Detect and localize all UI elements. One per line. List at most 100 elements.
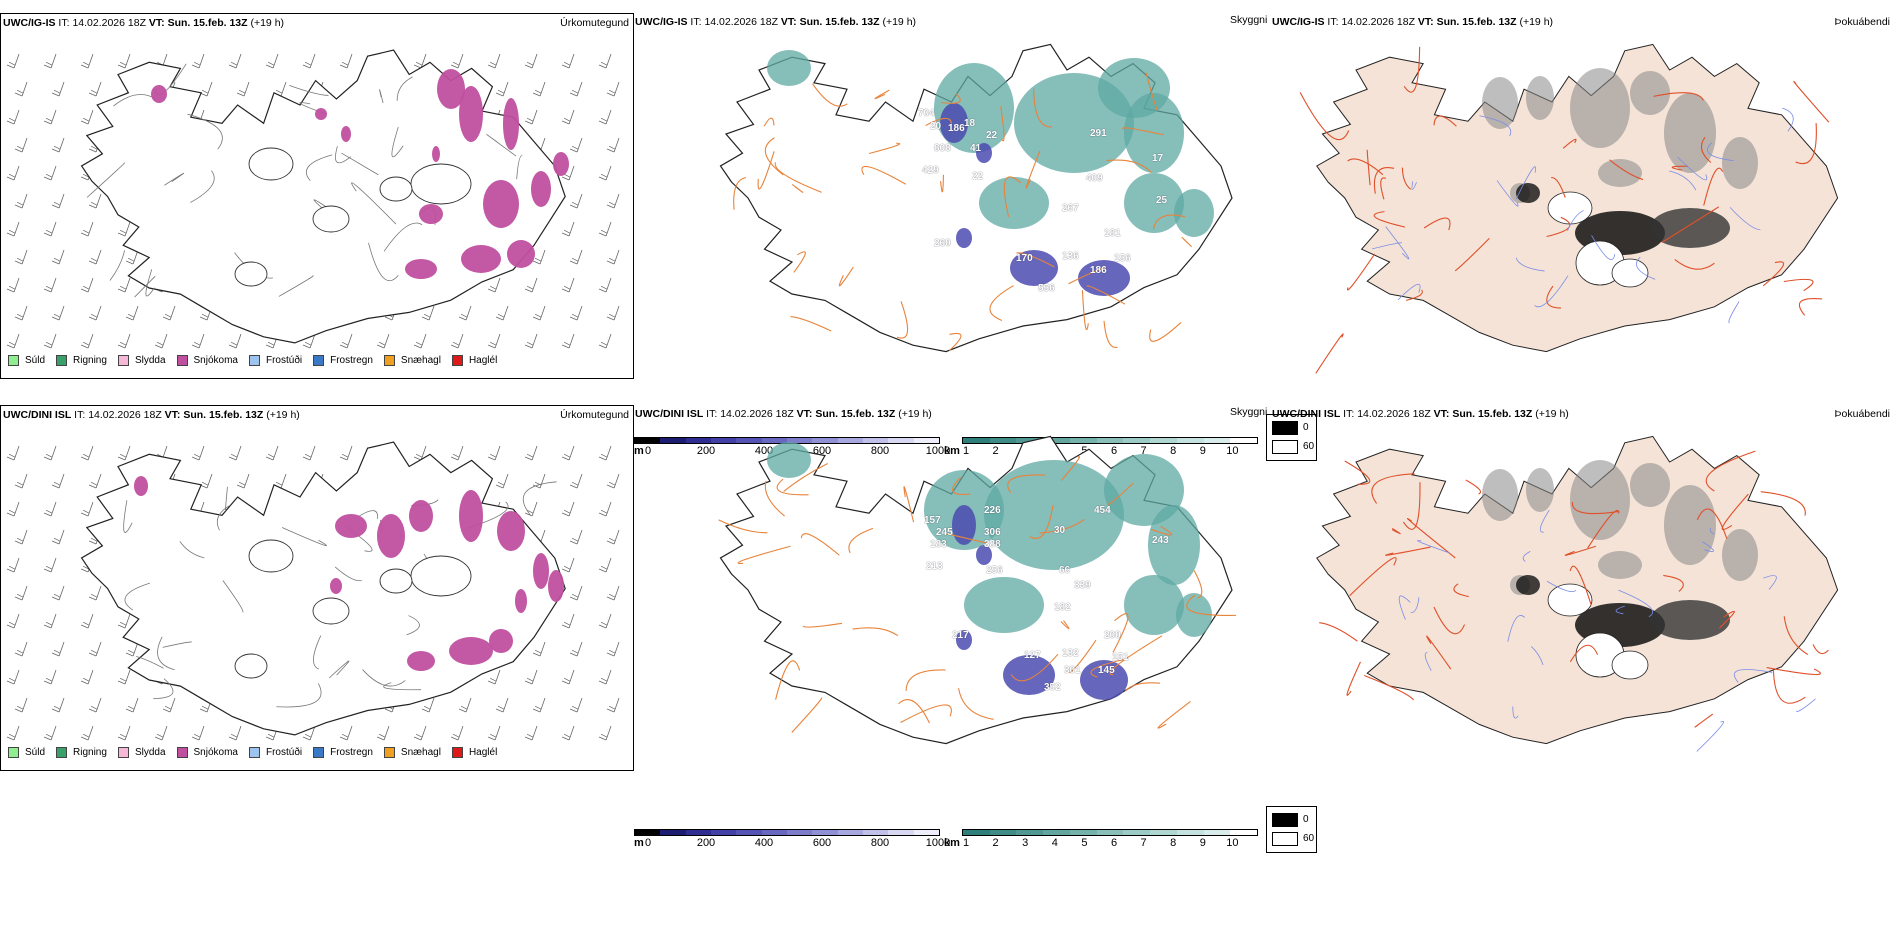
cloud-base-cell — [761, 830, 787, 835]
legend-label: Frostúði — [265, 355, 303, 366]
wind-barb — [302, 53, 316, 69]
vis-title: Skyggni — [1230, 14, 1268, 26]
cloud-base-cell — [913, 438, 939, 443]
snow-area — [449, 637, 493, 665]
river-line — [1496, 180, 1519, 207]
visibility-value-label: 409 — [1086, 173, 1103, 184]
wind-barb — [6, 53, 20, 69]
fog-min-label: 0 — [1303, 814, 1309, 825]
river-line — [1567, 210, 1584, 231]
road-line — [1718, 610, 1735, 629]
fog-index-area — [1526, 76, 1554, 120]
road-line — [1571, 502, 1620, 515]
road-line — [869, 142, 901, 155]
cloud-base-cell — [635, 830, 661, 835]
cloud-base-tick: 1000 — [925, 837, 951, 849]
vt-label: VT: — [1417, 16, 1434, 28]
cloud-base-cell — [837, 830, 863, 835]
vt-label: VT: — [164, 409, 181, 421]
low-visibility-area — [979, 177, 1049, 229]
wind-barb — [88, 585, 102, 601]
visibility-tick: 1 — [962, 445, 970, 457]
visibility-cell — [1203, 438, 1231, 443]
road-line — [1703, 167, 1724, 206]
road-line — [774, 162, 822, 193]
legend-swatch — [56, 355, 68, 366]
wind-barb — [561, 277, 575, 293]
visibility-map — [718, 435, 1237, 745]
forecast-row: UWC/DINI ISL IT: 14.02.2026 18Z VT: Sun.… — [0, 392, 1900, 853]
fog-index-area — [1516, 183, 1540, 203]
road-line — [281, 527, 327, 547]
road-line — [898, 699, 930, 724]
wind-barb — [51, 529, 65, 545]
river-line — [1416, 540, 1450, 554]
wind-barb — [228, 53, 242, 69]
road-line — [391, 126, 404, 158]
low-cloud-area — [1010, 250, 1058, 286]
road-line — [406, 615, 420, 636]
river-line — [1539, 509, 1550, 533]
road-line — [1016, 252, 1055, 268]
road-line — [134, 276, 156, 298]
road-line — [1039, 518, 1085, 534]
glacier-outline — [312, 205, 350, 233]
precip-title: Úrkomutegund — [560, 17, 629, 29]
wind-barb — [43, 501, 57, 517]
low-visibility-area — [1174, 189, 1214, 237]
wind-barb — [606, 473, 620, 489]
visibility-value-label: 151 — [1112, 652, 1129, 663]
road-line — [1564, 545, 1597, 556]
vt-value: Sun. 15.feb. 13Z — [1436, 16, 1517, 28]
glacier-outline — [248, 539, 294, 573]
wind-barb — [43, 557, 57, 573]
legend-swatch — [383, 355, 395, 366]
visibility-value-label: 66 — [1059, 565, 1071, 576]
road-line — [1609, 159, 1644, 181]
river-line — [1729, 207, 1761, 231]
road-line — [1391, 527, 1401, 535]
road-line — [1562, 138, 1577, 149]
wind-barb — [606, 305, 620, 321]
snow-area — [533, 553, 549, 589]
lead-time: (+19 h) — [898, 408, 932, 420]
road-line — [812, 83, 848, 107]
visibility-tick: 10 — [1226, 837, 1239, 849]
road-line — [1366, 149, 1371, 186]
road-line — [1721, 493, 1749, 530]
snow-area — [483, 180, 519, 228]
wind-barb — [450, 445, 464, 461]
visibility-cell — [1016, 830, 1044, 835]
wind-barb — [598, 333, 612, 349]
wind-barb — [199, 81, 213, 97]
wind-barb — [51, 305, 65, 321]
road-line — [225, 486, 228, 512]
road-line — [145, 269, 155, 297]
road-line — [783, 463, 828, 492]
road-line — [1103, 320, 1118, 349]
snow-area — [459, 86, 483, 142]
cloud-base-cell — [710, 830, 737, 835]
legend-swatch — [176, 747, 188, 758]
legend-swatch — [8, 355, 19, 366]
road-line — [1150, 525, 1173, 536]
wind-barb — [191, 53, 205, 69]
wind-barb — [606, 585, 620, 601]
wind-barb — [6, 669, 20, 685]
it-value: 14.02.2026 18Z — [88, 409, 162, 421]
wind-barb — [80, 109, 94, 125]
road-line — [1025, 150, 1041, 189]
wind-barb — [125, 305, 139, 321]
road-line — [358, 510, 378, 519]
river-line — [1728, 301, 1740, 324]
visibility-tick: 8 — [1170, 837, 1177, 849]
precip-header: UWC/IG-IS IT: 14.02.2026 18Z VT: Sun. 15… — [3, 16, 284, 30]
road-line — [1145, 72, 1158, 111]
cloud-base-cell — [812, 830, 838, 835]
visibility-unit: km — [944, 837, 960, 849]
road-line — [1106, 159, 1152, 173]
snow-area — [407, 651, 435, 671]
road-line — [1081, 290, 1089, 331]
road-line — [1587, 509, 1620, 549]
road-line — [1068, 266, 1106, 285]
